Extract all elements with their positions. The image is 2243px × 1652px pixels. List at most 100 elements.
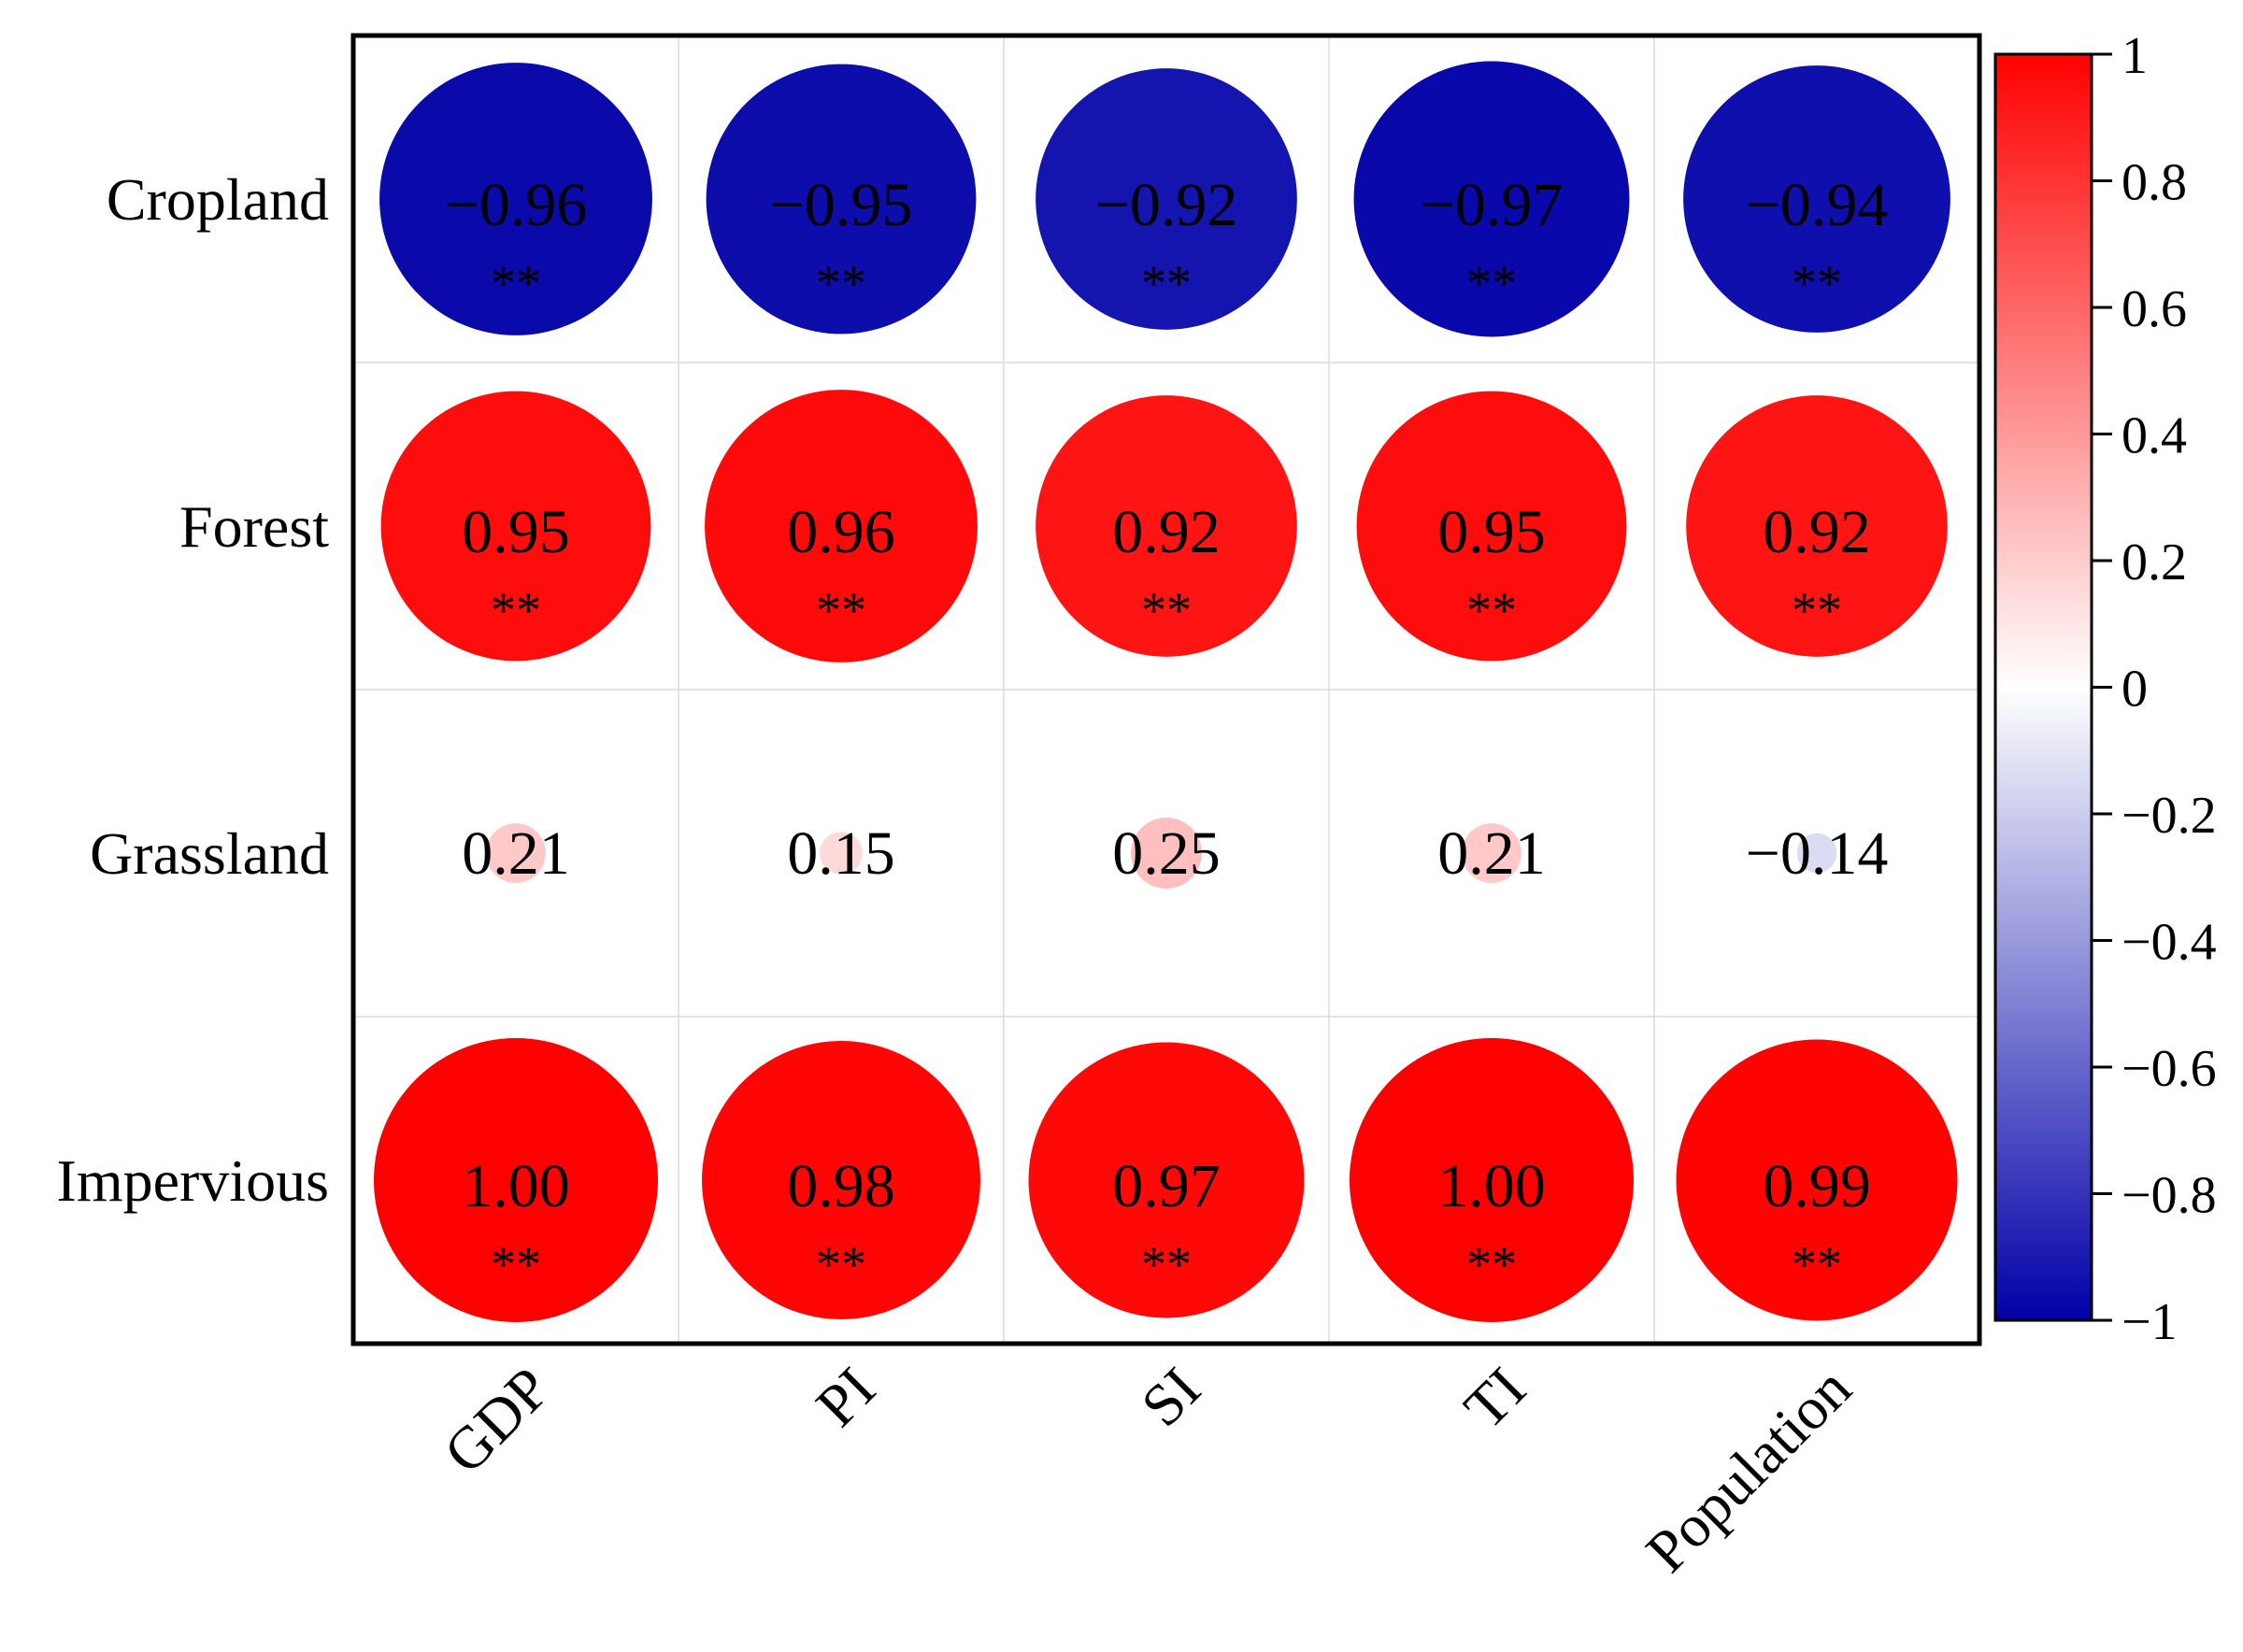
cell-grassland-si: 0.25 [1112,818,1221,889]
colorbar: 1 0.8 0.6 0.4 0.2 0 −0.2 −0.4 −0.6 −0.8 −1 [1993,27,2217,1351]
correlation-circle [1686,395,1948,657]
value-label: −0.94 [1746,171,1889,239]
column-label-population: Population [1634,1355,1864,1585]
colorbar-tick-label: −0.8 [2122,1167,2217,1225]
cell-forest-pi: 0.96 ** [705,390,978,662]
correlation-circle [1796,833,1837,874]
colorbar-ticks: 1 0.8 0.6 0.4 0.2 0 −0.2 −0.4 −0.6 −0.8 −1 [2092,27,2217,1351]
row-label-grassland: Grassland [90,820,329,887]
cell-forest-gdp: 0.95 ** [380,391,651,662]
correlation-circle [702,1041,980,1319]
correlation-circle [379,63,652,335]
significance-label: ** [816,582,866,638]
correlation-circle [1683,65,1950,333]
significance-label: ** [1141,1236,1192,1292]
significance-label: ** [1466,255,1517,311]
value-label: 0.95 [462,498,570,566]
correlation-circle [1676,1039,1958,1321]
column-label-ti: TI [1451,1355,1538,1442]
correlation-circle [1028,1042,1305,1318]
cell-grassland-population: −0.14 [1746,819,1889,888]
cell-cropland-ti: −0.97 ** [1353,61,1630,337]
cell-forest-ti: 0.95 ** [1356,391,1627,662]
value-label: 1.00 [1437,1152,1546,1220]
significance-label: ** [1141,582,1192,638]
value-label: 0.21 [1437,819,1546,888]
column-label-gdp: GDP [431,1355,563,1487]
value-label: 0.92 [1112,498,1221,566]
colorbar-tick-label: 1 [2122,27,2148,85]
colorbar-tick-label: 0.8 [2122,154,2187,212]
row-labels: Cropland Forest Grassland Impervious [57,166,330,1214]
significance-label: ** [1466,582,1517,638]
colorbar-tick-label: 0.2 [2122,534,2187,591]
cell-impervious-population: 0.99 ** [1676,1039,1958,1321]
correlation-circle [380,391,651,662]
value-label: −0.92 [1095,171,1238,239]
colorbar-tick-label: −0.4 [2122,914,2217,972]
significance-label: ** [1792,255,1842,311]
column-label-pi: PI [803,1355,887,1439]
correlation-circle [1462,823,1522,883]
row-label-impervious: Impervious [57,1147,330,1214]
cell-impervious-si: 0.97 ** [1028,1042,1305,1318]
colorbar-tick-label: −0.2 [2122,787,2217,845]
cell-forest-si: 0.92 ** [1036,395,1297,657]
correlation-circle [1036,395,1297,657]
row-label-forest: Forest [179,493,329,560]
grid-lines [353,36,1979,1344]
column-labels: GDP PI SI TI Population [431,1355,1864,1585]
value-label: 0.25 [1112,819,1221,888]
value-label: −0.96 [445,171,588,239]
significance-label: ** [1141,255,1192,311]
cell-cropland-pi: −0.95 ** [706,64,977,335]
cell-forest-population: 0.92 ** [1686,395,1948,657]
correlation-circle [1353,61,1630,337]
value-label: 0.15 [787,819,895,888]
cell-grassland-pi: 0.15 [787,819,895,888]
correlation-circle [1131,818,1202,889]
significance-label: ** [491,255,541,311]
correlation-circle [820,832,863,875]
cell-grassland-gdp: 0.21 [462,819,570,888]
cell-impervious-gdp: 1.00 ** [374,1038,658,1322]
value-label: 0.92 [1763,498,1871,566]
value-label: −0.95 [770,171,913,239]
cell-impervious-ti: 1.00 ** [1350,1038,1634,1322]
value-label: 0.97 [1112,1152,1221,1220]
cell-grassland-ti: 0.21 [1437,819,1546,888]
value-label: −0.14 [1746,819,1889,888]
significance-label: ** [1466,1236,1517,1292]
row-label-cropland: Cropland [107,166,329,233]
value-label: −0.97 [1421,171,1564,239]
cell-cropland-si: −0.92 ** [1036,68,1297,330]
significance-label: ** [816,1236,866,1292]
cell-cropland-population: −0.94 ** [1683,65,1950,333]
significance-label: ** [491,1236,541,1292]
correlation-circle [486,823,546,883]
significance-label: ** [1792,582,1842,638]
value-label: 0.21 [462,819,570,888]
colorbar-gradient [1995,54,2092,1320]
correlation-circle [706,64,977,335]
value-label: 0.95 [1437,498,1546,566]
value-label: 0.98 [787,1152,895,1220]
significance-label: ** [491,582,541,638]
correlation-circle [1036,68,1297,330]
colorbar-tick-label: 0.4 [2122,407,2187,465]
correlation-circle [1356,391,1627,662]
colorbar-tick-label: −0.6 [2122,1040,2217,1098]
plot-frame [350,33,1982,1346]
significance-label: ** [1792,1236,1842,1292]
correlation-circle [374,1038,658,1322]
column-label-si: SI [1128,1355,1212,1439]
colorbar-tick-label: 0 [2122,661,2148,719]
correlation-circle [1350,1038,1634,1322]
cell-cropland-gdp: −0.96 ** [379,63,652,335]
colorbar-tick-label: −1 [2122,1293,2178,1351]
significance-label: ** [816,255,866,311]
value-label: 1.00 [462,1152,570,1220]
value-label: 0.96 [787,498,895,566]
cell-impervious-pi: 0.98 ** [702,1041,980,1319]
